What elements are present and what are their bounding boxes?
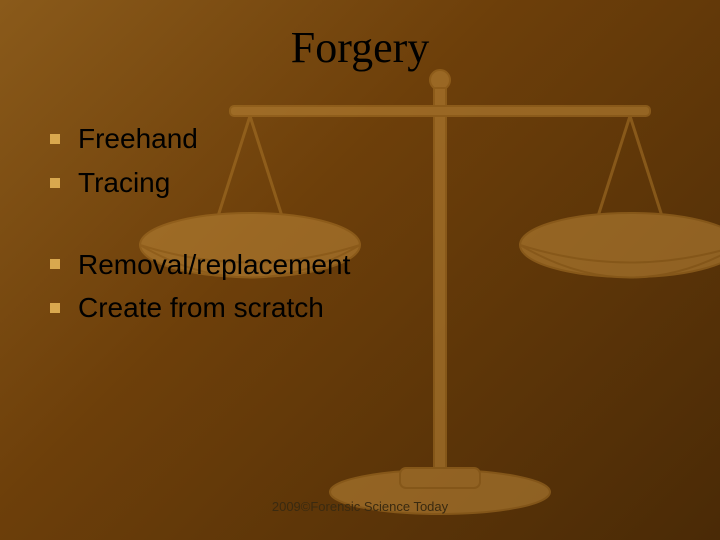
slide-container: Forgery Freehand Tracing Removal/replace… <box>0 0 720 540</box>
bullet-text: Create from scratch <box>78 289 324 327</box>
bullet-item: Removal/replacement <box>50 246 350 284</box>
square-bullet-icon <box>50 259 60 269</box>
slide-title: Forgery <box>0 22 720 73</box>
slide-footer: 2009©Forensic Science Today <box>0 499 720 514</box>
bullet-item: Create from scratch <box>50 289 350 327</box>
bullet-text: Freehand <box>78 120 198 158</box>
bullet-item: Freehand <box>50 120 350 158</box>
slide-body: Freehand Tracing Removal/replacement Cre… <box>50 120 350 371</box>
square-bullet-icon <box>50 178 60 188</box>
bullet-text: Removal/replacement <box>78 246 350 284</box>
bullet-text: Tracing <box>78 164 170 202</box>
bullet-group-0: Freehand Tracing <box>50 120 350 202</box>
square-bullet-icon <box>50 303 60 313</box>
bullet-item: Tracing <box>50 164 350 202</box>
bullet-group-1: Removal/replacement Create from scratch <box>50 246 350 328</box>
square-bullet-icon <box>50 134 60 144</box>
